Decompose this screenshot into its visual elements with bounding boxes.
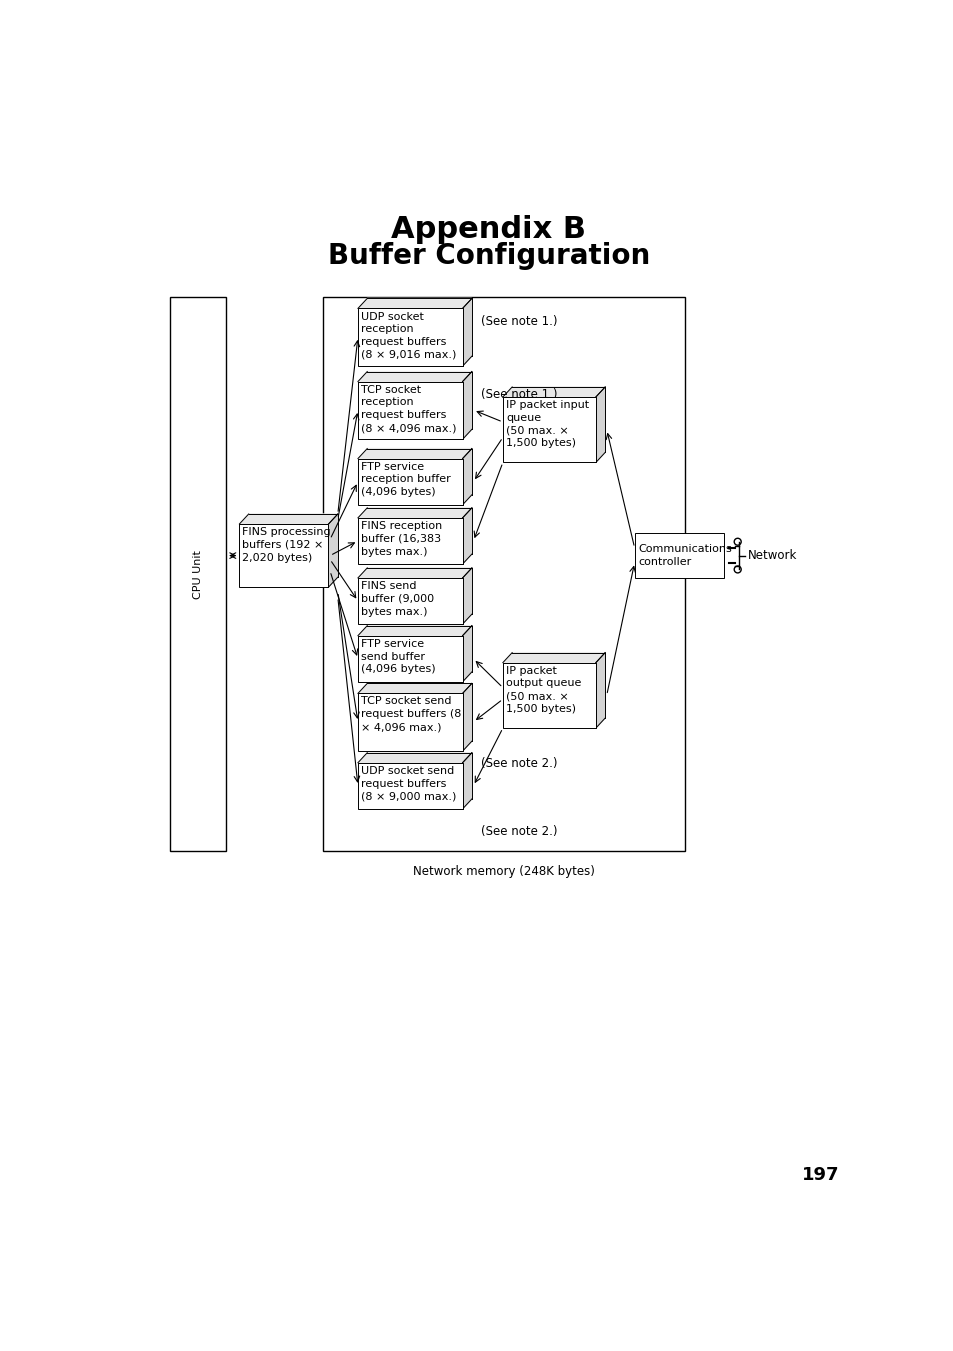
Bar (357, 636, 462, 682)
Polygon shape (596, 386, 604, 462)
Text: TCP socket send
request buffers (8
× 4,096 max.): TCP socket send request buffers (8 × 4,0… (360, 697, 461, 732)
Text: (See note 1.): (See note 1.) (480, 315, 558, 327)
Polygon shape (357, 684, 472, 693)
Polygon shape (357, 753, 472, 763)
Text: IP packet
output queue
(50 max. ×
1,500 bytes): IP packet output queue (50 max. × 1,500 … (505, 666, 580, 715)
Polygon shape (239, 513, 337, 524)
Text: (See note 2.): (See note 2.) (480, 825, 558, 838)
Polygon shape (462, 753, 472, 809)
Text: FINS reception
buffer (16,383
bytes max.): FINS reception buffer (16,383 bytes max.… (360, 521, 442, 557)
Polygon shape (502, 386, 604, 397)
Polygon shape (462, 449, 472, 505)
Text: FINS processing
buffers (192 ×
2,020 bytes): FINS processing buffers (192 × 2,020 byt… (242, 527, 331, 563)
Polygon shape (462, 508, 472, 565)
Text: Buffer Configuration: Buffer Configuration (328, 242, 649, 270)
Bar (502, 397, 596, 462)
Text: IP packet input
queue
(50 max. ×
1,500 bytes): IP packet input queue (50 max. × 1,500 b… (505, 400, 589, 449)
Text: FTP service
send buffer
(4,096 bytes): FTP service send buffer (4,096 bytes) (360, 639, 436, 674)
Polygon shape (357, 449, 472, 458)
Bar (357, 458, 462, 505)
Text: Appendix B: Appendix B (391, 215, 586, 245)
Bar (357, 517, 462, 565)
Bar (357, 693, 462, 751)
Text: UDP socket send
request buffers
(8 × 9,000 max.): UDP socket send request buffers (8 × 9,0… (360, 766, 456, 801)
Text: (See note 2.): (See note 2.) (480, 758, 558, 770)
Bar (357, 578, 462, 624)
Polygon shape (462, 626, 472, 682)
Text: FTP service
reception buffer
(4,096 bytes): FTP service reception buffer (4,096 byte… (360, 462, 451, 497)
Text: TCP socket
reception
request buffers
(8 × 4,096 max.): TCP socket reception request buffers (8 … (360, 385, 456, 434)
Bar (357, 308, 462, 366)
Polygon shape (462, 299, 472, 366)
Polygon shape (357, 626, 472, 636)
Polygon shape (328, 513, 337, 588)
Polygon shape (462, 684, 472, 751)
Bar (239, 524, 328, 588)
Bar (323, 297, 684, 851)
Bar (502, 662, 596, 728)
Polygon shape (502, 653, 604, 662)
Polygon shape (357, 372, 472, 381)
Polygon shape (596, 653, 604, 728)
Polygon shape (357, 508, 472, 517)
Text: CPU Unit: CPU Unit (193, 550, 203, 598)
Bar (171, 297, 226, 851)
Text: Communications
controller: Communications controller (638, 544, 732, 567)
Polygon shape (357, 299, 472, 308)
Text: (See note 1.): (See note 1.) (480, 388, 558, 401)
Polygon shape (357, 567, 472, 578)
Bar (357, 763, 462, 809)
Text: Network: Network (747, 549, 797, 562)
Text: Network memory (248K bytes): Network memory (248K bytes) (413, 865, 595, 878)
Text: FINS send
buffer (9,000
bytes max.): FINS send buffer (9,000 bytes max.) (360, 581, 434, 616)
Polygon shape (462, 372, 472, 439)
Bar (357, 381, 462, 439)
Polygon shape (462, 567, 472, 624)
Bar (634, 534, 723, 578)
Text: 197: 197 (801, 1166, 839, 1183)
Text: UDP socket
reception
request buffers
(8 × 9,016 max.): UDP socket reception request buffers (8 … (360, 312, 456, 359)
